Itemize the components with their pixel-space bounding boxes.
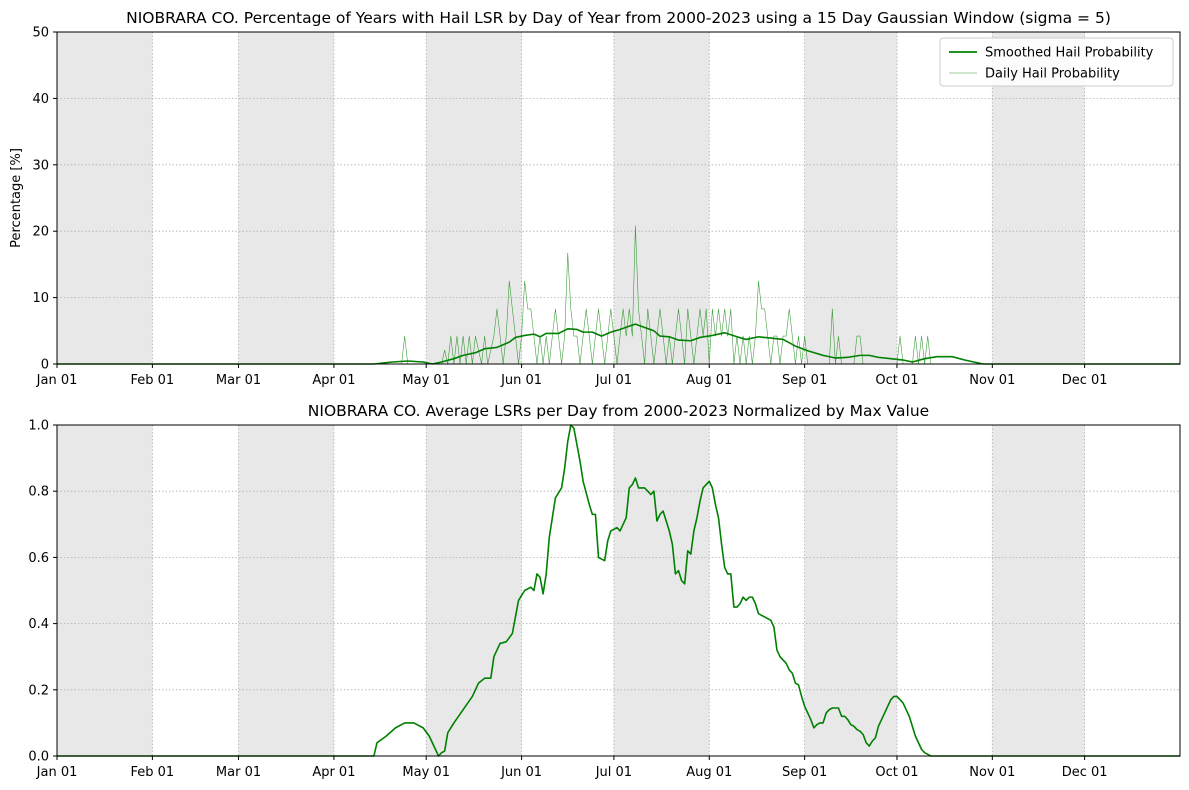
chart-bottom-ytick-label: 0.0 bbox=[28, 750, 49, 765]
chart-top-shade-nov bbox=[992, 32, 1085, 364]
chart-bottom-series-normalized-lsr bbox=[57, 424, 1180, 757]
chart-bottom: Jan 01 Feb 01 Mar 01 Apr 01 May 01 Jun 01 Jul … bbox=[28, 402, 1181, 780]
chart-bottom-ytick-label: 0.4 bbox=[28, 617, 49, 632]
chart-bottom-xtick-label: Mar 01 bbox=[216, 765, 261, 780]
chart-top-xtick-label: Aug 01 bbox=[686, 373, 732, 388]
chart-top-shade-sep bbox=[804, 32, 897, 364]
chart-top-series-daily-hail-probability bbox=[57, 225, 1180, 365]
chart-bottom-xtick-label: Sep 01 bbox=[782, 765, 827, 780]
chart-bottom-frame bbox=[56, 424, 1181, 757]
chart-bottom-ytick-label: 1.0 bbox=[28, 419, 49, 434]
chart-bottom-shade-jul bbox=[613, 425, 710, 756]
chart-bottom-shade-may bbox=[426, 425, 522, 756]
chart-bottom-shade-jan bbox=[57, 425, 153, 756]
chart-top-xtick-label: May 01 bbox=[402, 373, 450, 388]
chart-bottom-xtick-label: Oct 01 bbox=[875, 765, 918, 780]
legend-label: Daily Hail Probability bbox=[985, 67, 1120, 82]
chart-bottom-title: NIOBRARA CO. Average LSRs per Day from 2… bbox=[308, 402, 929, 420]
chart-bottom-shade-sep bbox=[804, 425, 897, 756]
chart-bottom-xtick-label: Jan 01 bbox=[36, 765, 78, 780]
chart-top-xtick-label: Oct 01 bbox=[875, 373, 918, 388]
chart-bottom-xtick-label: Jul 01 bbox=[595, 765, 632, 780]
chart-bottom-shade-nov bbox=[992, 425, 1085, 756]
chart-top-ytick-label: 0 bbox=[41, 358, 49, 373]
chart-top-xtick-label: Dec 01 bbox=[1062, 373, 1108, 388]
chart-top-title: NIOBRARA CO. Percentage of Years with Ha… bbox=[126, 9, 1111, 27]
legend-label: Smoothed Hail Probability bbox=[985, 46, 1154, 61]
chart-bottom-xtick-label: Dec 01 bbox=[1062, 765, 1108, 780]
legend-box bbox=[939, 37, 1174, 87]
chart-top-ytick-label: 30 bbox=[32, 158, 49, 173]
chart-bottom-ytick-label: 0.8 bbox=[28, 485, 49, 500]
chart-top-series-smoothed-hail-probability bbox=[57, 323, 1180, 365]
chart-top-xtick-label: Sep 01 bbox=[782, 373, 827, 388]
chart-top-xtick-label: Jun 01 bbox=[500, 373, 542, 388]
chart-top-ytick-label: 20 bbox=[32, 225, 49, 240]
chart-top-shade-jan bbox=[57, 32, 153, 364]
chart-bottom-xtick-label: Aug 01 bbox=[686, 765, 732, 780]
chart-top-ylabel: Percentage [%] bbox=[9, 148, 24, 248]
chart-top-shade-may bbox=[426, 32, 522, 364]
chart-bottom-shade-mar bbox=[238, 425, 334, 756]
chart-bottom-ytick-label: 0.2 bbox=[28, 683, 49, 698]
chart-top-ytick-label: 50 bbox=[32, 26, 49, 41]
chart-top-xtick-label: Jul 01 bbox=[595, 373, 632, 388]
chart-bottom-xtick-label: Apr 01 bbox=[312, 765, 355, 780]
chart-bottom-xtick-label: Feb 01 bbox=[131, 765, 175, 780]
chart-top-xtick-label: Jan 01 bbox=[36, 373, 78, 388]
chart-top-xtick-label: Mar 01 bbox=[216, 373, 261, 388]
chart-top-ytick-label: 40 bbox=[32, 92, 49, 107]
chart-top-shade-jul bbox=[613, 32, 710, 364]
chart-top-frame bbox=[56, 31, 1181, 365]
chart-top-xtick-label: Apr 01 bbox=[312, 373, 355, 388]
chart-top-shade-mar bbox=[238, 32, 334, 364]
chart-top-xtick-label: Nov 01 bbox=[969, 373, 1015, 388]
chart-top: Jan 01 Feb 01 Mar 01 Apr 01 May 01 Jun 01 Jul … bbox=[9, 9, 1181, 388]
chart-top-ytick-label: 10 bbox=[32, 291, 49, 306]
chart-bottom-xtick-label: Jun 01 bbox=[500, 765, 542, 780]
chart-bottom-ytick-label: 0.6 bbox=[28, 551, 49, 566]
chart-bottom-xtick-label: Nov 01 bbox=[969, 765, 1015, 780]
chart-top-legend: Smoothed Hail Probability Daily Hail Prob… bbox=[939, 37, 1174, 87]
chart-bottom-xtick-label: May 01 bbox=[402, 765, 450, 780]
chart-top-xtick-label: Feb 01 bbox=[131, 373, 175, 388]
